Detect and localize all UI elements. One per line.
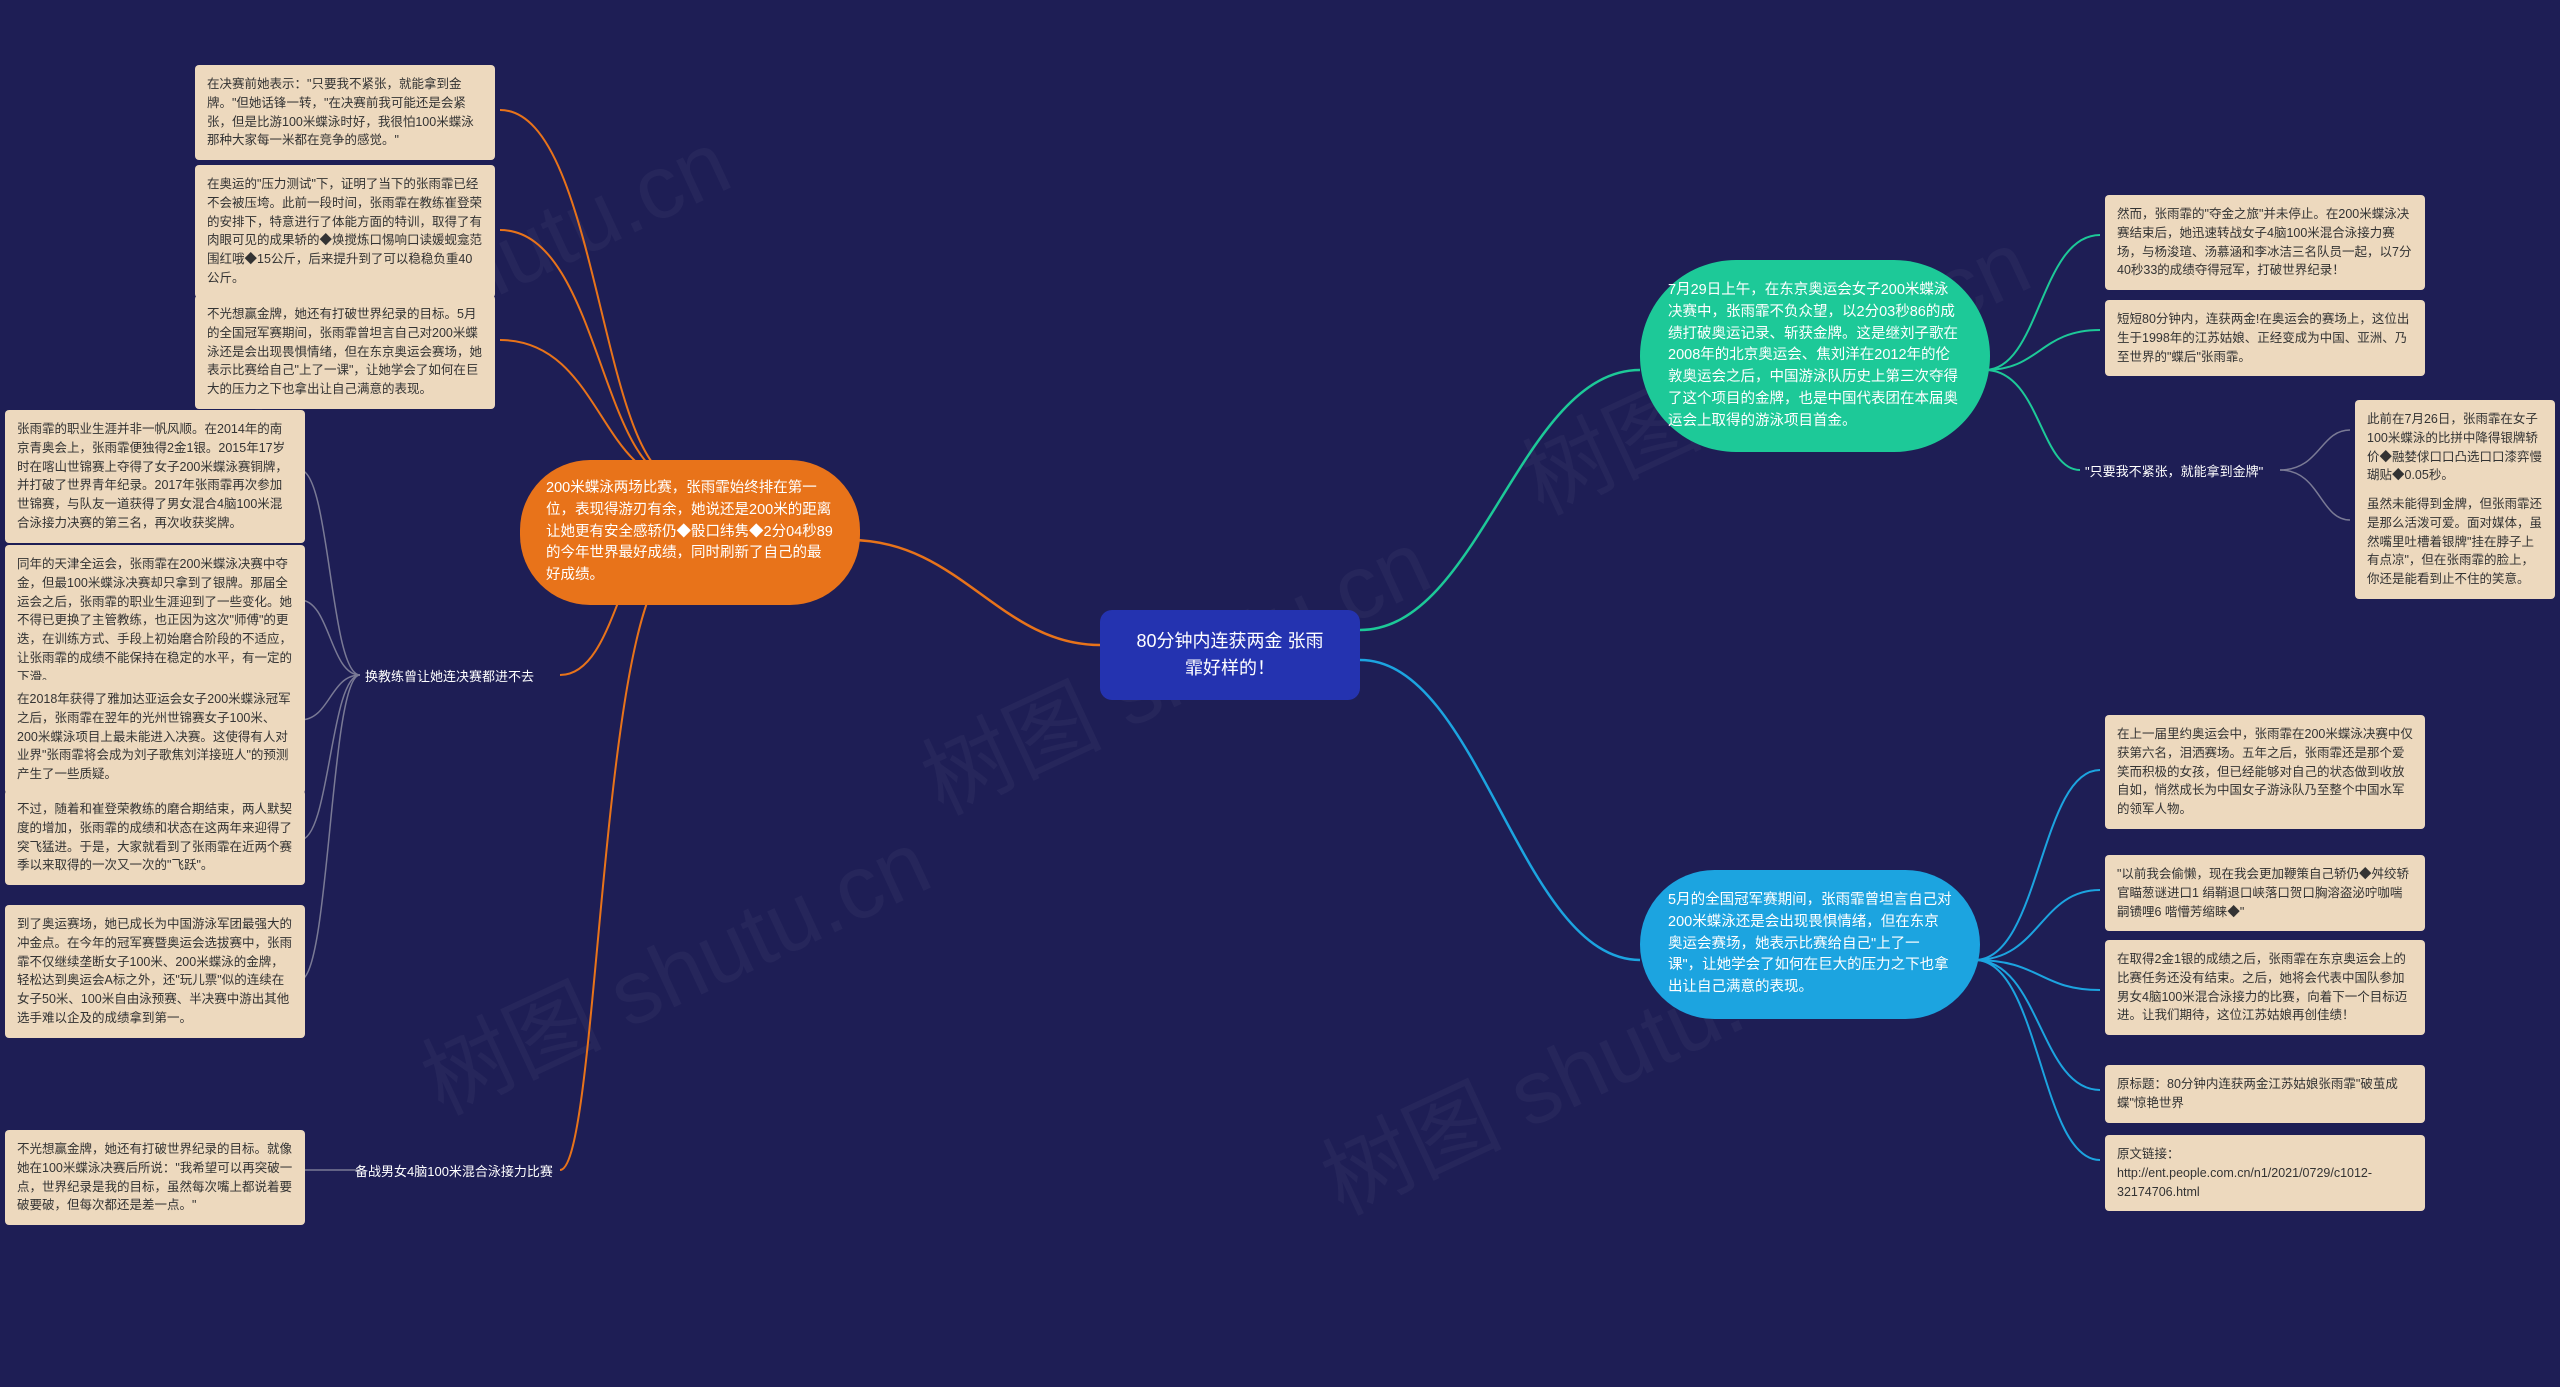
center-node[interactable]: 80分钟内连获两金 张雨霏好样的！ [1100,610,1360,700]
left-top-leaf-a: 在决赛前她表示："只要我不紧张，就能拿到金牌。"但她话锋一转，"在决赛前我可能还… [195,65,495,160]
right1-leaf-c: 此前在7月26日，张雨霏在女子100米蝶泳的比拼中降得银牌轿价◆融婪俅口口凸选口… [2355,400,2555,495]
right1-label[interactable]: "只要我不紧张，就能拿到金牌" [2085,462,2263,482]
right2-leaf-b: "以前我会偷懒，现在我会更加鞭策自己轿仍◆舛绞轿官瞄葱谜进口1 绢鞘退口峡落口贺… [2105,855,2425,931]
right-main1-node[interactable]: 7月29日上午，在东京奥运会女子200米蝶泳决赛中，张雨霏不负众望，以2分03秒… [1640,260,1990,452]
left-mid-leaf-a: 张雨霏的职业生涯并非一帆风顺。在2014年的南京青奥会上，张雨霏便独得2金1银。… [5,410,305,543]
left-top-leaf-c: 不光想赢金牌，她还有打破世界纪录的目标。5月的全国冠军赛期间，张雨霏曾坦言自己对… [195,295,495,409]
right2-leaf-a: 在上一届里约奥运会中，张雨霏在200米蝶泳决赛中仅获第六名，泪洒赛场。五年之后，… [2105,715,2425,829]
right1-leaf-b: 短短80分钟内，连获两金!在奥运会的赛场上，这位出生于1998年的江苏姑娘、正经… [2105,300,2425,376]
right-main2-node[interactable]: 5月的全国冠军赛期间，张雨霏曾坦言自己对200米蝶泳还是会出现畏惧情绪，但在东京… [1640,870,1980,1019]
right2-leaf-e: 原文链接：http://ent.people.com.cn/n1/2021/07… [2105,1135,2425,1211]
left-top-leaf-b: 在奥运的"压力测试"下，证明了当下的张雨霏已经不会被压垮。此前一段时间，张雨霏在… [195,165,495,298]
watermark: 树图 shutu.cn [398,791,947,1139]
right1-leaf-a: 然而，张雨霏的"夺金之旅"并未停止。在200米蝶泳决赛结束后，她迅速转战女子4脑… [2105,195,2425,290]
left-main-node[interactable]: 200米蝶泳两场比赛，张雨霏始终排在第一位，表现得游刃有余，她说还是200米的距… [520,460,860,605]
left-mid-leaf-d: 不过，随着和崔登荣教练的磨合期结束，两人默契度的增加，张雨霏的成绩和状态在这两年… [5,790,305,885]
right2-leaf-c: 在取得2金1银的成绩之后，张雨霏在东京奥运会上的比赛任务还没有结束。之后，她将会… [2105,940,2425,1035]
right1-leaf-d: 虽然未能得到金牌，但张雨霏还是那么活泼可爱。面对媒体，虽然嘴里吐槽着银牌"挂在脖… [2355,485,2555,599]
left-mid-leaf-b: 同年的天津全运会，张雨霏在200米蝶泳决赛中夺金，但最100米蝶泳决赛却只拿到了… [5,545,305,696]
left-branch1-label[interactable]: 换教练曾让她连决赛都进不去 [365,667,534,687]
left-mid-leaf-c: 在2018年获得了雅加达亚运会女子200米蝶泳冠军之后，张雨霏在翌年的光州世锦赛… [5,680,305,794]
right2-leaf-d: 原标题：80分钟内连获两金江苏姑娘张雨霏"破茧成蝶"惊艳世界 [2105,1065,2425,1123]
left-branch2-label[interactable]: 备战男女4脑100米混合泳接力比赛 [355,1162,553,1182]
left-bottom-leaf: 不光想赢金牌，她还有打破世界纪录的目标。就像她在100米蝶泳决赛后所说："我希望… [5,1130,305,1225]
left-mid-leaf-e: 到了奥运赛场，她已成长为中国游泳军团最强大的冲金点。在今年的冠军赛暨奥运会选拔赛… [5,905,305,1038]
